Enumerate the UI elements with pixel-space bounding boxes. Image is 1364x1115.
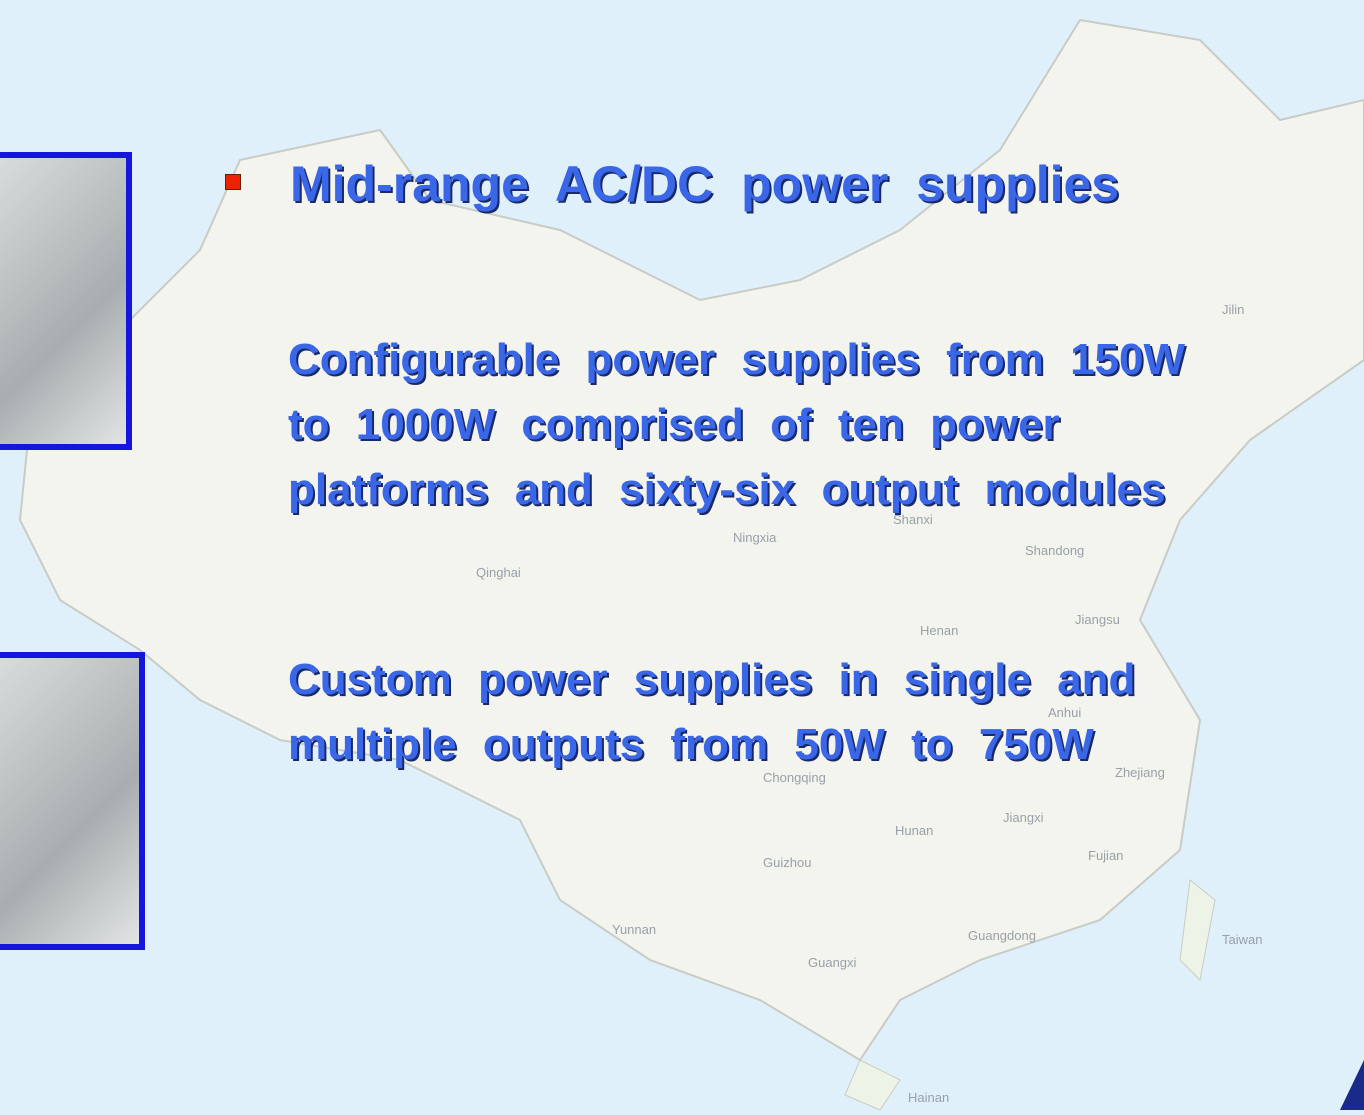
map-label: Henan	[920, 623, 958, 638]
map-label: Qinghai	[476, 565, 521, 580]
paragraph-line: to 1000W comprised of ten power	[288, 400, 1060, 450]
product-photo	[0, 152, 132, 450]
map-label: Guizhou	[763, 855, 811, 870]
map-label: Fujian	[1088, 848, 1123, 863]
map-label: Taiwan	[1222, 932, 1262, 947]
island	[845, 1060, 900, 1110]
product-photo	[0, 652, 145, 950]
map-label: Guangdong	[968, 928, 1036, 943]
slide: JilinQinghaiNingxiaShanxiShandongHenanJi…	[0, 0, 1364, 1115]
map-label: Zhejiang	[1115, 765, 1165, 780]
map-label: Hainan	[908, 1090, 949, 1105]
map-label: Hunan	[895, 823, 933, 838]
map-label: Jilin	[1222, 302, 1244, 317]
corner-decoration	[1340, 1060, 1364, 1110]
map-label: Yunnan	[612, 922, 656, 937]
map-label: Guangxi	[808, 955, 856, 970]
bullet-marker	[225, 174, 241, 190]
paragraph-line: Configurable power supplies from 150W	[288, 335, 1185, 385]
paragraph-line: platforms and sixty-six output modules	[288, 465, 1165, 515]
map-label: Jiangxi	[1003, 810, 1043, 825]
paragraph-line: multiple outputs from 50W to 750W	[288, 720, 1094, 770]
island	[1180, 880, 1215, 980]
map-label: Ningxia	[733, 530, 776, 545]
map-label: Jiangsu	[1075, 612, 1120, 627]
paragraph-line: Custom power supplies in single and	[288, 655, 1135, 705]
bullet-heading: Mid-range AC/DC power supplies	[290, 155, 1119, 213]
map-label: Anhui	[1048, 705, 1081, 720]
map-label: Shandong	[1025, 543, 1084, 558]
map-label: Chongqing	[763, 770, 826, 785]
